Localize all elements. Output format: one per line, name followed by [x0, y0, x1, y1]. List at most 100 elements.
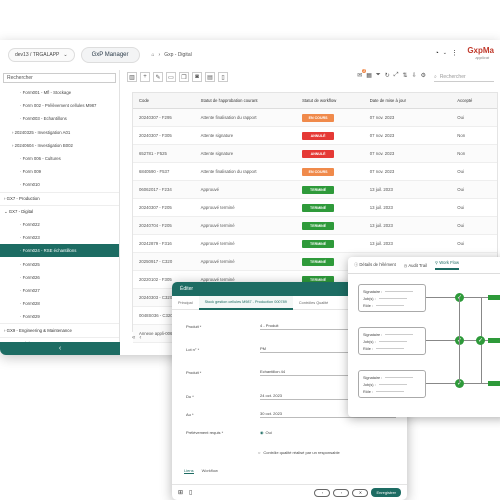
print-icon[interactable]: ▤ — [205, 72, 215, 82]
delete-icon[interactable]: ▯ — [189, 490, 193, 496]
forward-button[interactable]: › — [333, 488, 350, 497]
environment-selector[interactable]: dev13 / TRGALAPP ⌄ — [8, 48, 75, 62]
tab-work-flow[interactable]: ⚲ Work Flow — [435, 260, 459, 270]
column-header-workflow-status[interactable]: Statut de workflow — [302, 98, 337, 103]
tab-stock[interactable]: Stock gestion cellules M987 - Production… — [198, 295, 293, 310]
columns-icon[interactable]: ▦ — [366, 73, 372, 79]
sidebar-search-input[interactable]: Rechercher — [3, 73, 116, 83]
document-icon[interactable]: ▭ — [166, 72, 176, 82]
status-badge: TERMINÉ — [302, 203, 335, 212]
table-row[interactable]: 20240704 - F205 Approuvé terminé TERMINÉ 13… — [133, 217, 497, 235]
quality-checkbox[interactable]: ○ Contrôle qualité réalisé par un respon… — [258, 448, 398, 456]
sidebar-item[interactable]: · Form001 - Mfl - Stockage — [20, 90, 72, 96]
user-icon[interactable]: ◔ — [434, 49, 439, 57]
app-name-button[interactable]: GxP Manager — [80, 47, 140, 63]
sidebar-collapse-button[interactable]: ‹ — [0, 342, 120, 355]
sidebar-item[interactable]: · Form 009 — [20, 169, 42, 175]
sort-icon[interactable]: ⇅ — [402, 73, 408, 79]
lot-input[interactable]: PM — [260, 345, 396, 353]
copy-icon[interactable]: ❐ — [179, 72, 189, 82]
add-icon[interactable]: ⊞ — [178, 490, 184, 496]
settings-icon[interactable]: ⚙ — [420, 73, 426, 79]
sidebar-item[interactable]: · Form028 — [20, 301, 40, 307]
signature-box[interactable]: Signataire : Job(s) : Rôle : — [358, 284, 426, 312]
signature-box[interactable]: Signataire : Job(s) : Rôle : — [358, 370, 426, 398]
sidebar-item[interactable]: · Form026 — [20, 274, 40, 280]
sampling-radio[interactable]: ◉ Oui — [260, 430, 272, 435]
sidebar-item[interactable]: · Form024 - RSE échantillons — [0, 244, 119, 258]
sidebar-item[interactable]: ⌄ GX7 - Digital — [0, 204, 119, 218]
cell-status: TERMINÉ — [296, 185, 364, 194]
sidebar-item[interactable]: · Form029 — [20, 314, 40, 320]
role-row: Rôle : — [363, 345, 421, 352]
field-label: Job(s) : — [363, 382, 376, 387]
signer-row: Signataire : — [363, 374, 421, 381]
breadcrumb-item[interactable]: Gxp - Digital — [164, 52, 192, 58]
tab-links[interactable]: Liens — [184, 468, 194, 474]
tab-quality-controls[interactable]: Contrôles Qualité — [298, 300, 329, 305]
signature-box[interactable]: Signataire : Job(s) : Rôle : — [358, 327, 426, 355]
sidebar-item[interactable]: · Form 006 - Cultures — [20, 156, 61, 162]
cell-date: 07 nov. 2023 — [369, 169, 395, 174]
table-row[interactable]: 652781 - F525 Attente signature ANNULÉ 07 n… — [133, 145, 497, 163]
add-icon[interactable]: + — [140, 72, 150, 82]
cell-date: 13 juil. 2023 — [369, 241, 393, 246]
column-header-code[interactable]: Code — [139, 98, 150, 103]
sidebar-item[interactable]: · Form022 — [20, 221, 40, 227]
first-page-icon[interactable]: « — [132, 335, 136, 341]
column-header-approval[interactable]: Statut de l'approbation courant — [200, 98, 258, 103]
cell-code: 20240704 - F205 — [139, 223, 172, 228]
table-row[interactable]: 6840590 - F537 Attente finalisation du ra… — [133, 163, 497, 181]
save-button[interactable]: Enregistrer — [371, 488, 401, 497]
cell-code: 20240303 - C320 — [139, 295, 173, 300]
cell-accepted: Oui — [457, 169, 464, 174]
list-search-input[interactable]: ⌕ Rechercher — [434, 72, 494, 82]
table-row[interactable]: 06062017 - F234 Approuvé TERMINÉ 13 juil. 2… — [133, 181, 497, 199]
tab-principal[interactable]: Principal — [178, 300, 193, 305]
home-icon[interactable]: ⌂ — [151, 52, 155, 58]
tab-workflow[interactable]: Workflow — [201, 468, 218, 473]
tab-item-details[interactable]: ⓘ Détails de l'élément — [354, 262, 396, 268]
sidebar-item[interactable]: · Form 002 - Prélèvement cellules M987 — [20, 103, 97, 109]
step-bar — [488, 381, 500, 386]
cell-date: 07 nov. 2023 — [369, 151, 395, 156]
cell-status: TERMINÉ — [296, 257, 364, 266]
sidebar-item[interactable]: · Form003 - Echantillons — [20, 116, 67, 122]
signer-row: Signataire : — [363, 288, 421, 295]
sidebar-item[interactable]: · Form010 — [20, 182, 40, 188]
camera-icon[interactable]: ◙ — [192, 72, 202, 82]
table-row[interactable]: 20242879 - F316 Approuvé terminé TERMINÉ 13… — [133, 235, 497, 253]
sidebar-item[interactable]: › GX7 - Production — [0, 191, 119, 205]
previous-page-icon[interactable]: ‹ — [139, 335, 142, 341]
table-row[interactable]: 20240307 - F205 Approuvé terminé TERMINÉ 13… — [133, 199, 497, 217]
breadcrumb: ⌂ › Gxp - Digital — [152, 52, 192, 58]
table-row[interactable]: 20240307 - F295 Attente finalisation du r… — [133, 109, 497, 127]
sidebar-item[interactable]: · Form027 — [20, 287, 40, 293]
chevron-right-icon: › — [340, 490, 343, 495]
sidebar-item[interactable]: · Form025 — [20, 261, 40, 267]
table-row[interactable]: 20240307 - F305 Attente signature ANNULÉ 07… — [133, 127, 497, 145]
back-button[interactable]: ‹ — [314, 488, 331, 497]
column-header-accepted[interactable]: Accepté — [457, 98, 473, 103]
tab-audit-trail[interactable]: ◷ Audit Trail — [404, 263, 427, 268]
field-label: Job(s) : — [363, 339, 376, 344]
sidebar-item[interactable]: · Form023 — [20, 235, 40, 241]
column-header-date[interactable]: Date de mise à jour — [369, 98, 407, 103]
chevron-down-icon[interactable]: ⌄ — [442, 50, 447, 56]
delete-icon[interactable]: ▯ — [218, 72, 228, 82]
sidebar-item[interactable]: › 20240604 - Investigation B002 — [12, 142, 73, 148]
refresh-icon[interactable]: ↻ — [384, 73, 390, 79]
cell-code: 20240307 - F205 — [139, 205, 172, 210]
sidebar-item[interactable]: › GX9 - Engineering & Maintenance — [0, 323, 119, 336]
cancel-button[interactable]: ✕ — [352, 488, 369, 497]
filter-icon[interactable]: ⏷ — [375, 72, 381, 78]
panel-toggle-icon[interactable]: ▥ — [127, 72, 137, 82]
menu-dots-icon[interactable]: ⋮ — [451, 50, 458, 57]
sidebar-item[interactable]: › 20240325 - Investigation A01 — [12, 129, 71, 135]
main-window: dev13 / TRGALAPP ⌄ GxP Manager ⌂ › Gxp -… — [0, 40, 500, 355]
export-icon[interactable]: ⇩ — [411, 73, 417, 79]
expand-icon[interactable]: ⤢ — [393, 72, 399, 78]
notifications-icon[interactable]: ✉ 2 — [357, 69, 367, 79]
edit-icon[interactable]: ✎ — [153, 72, 163, 82]
dialog-tabs: Principal Stock gestion cellules M987 - … — [172, 295, 407, 310]
